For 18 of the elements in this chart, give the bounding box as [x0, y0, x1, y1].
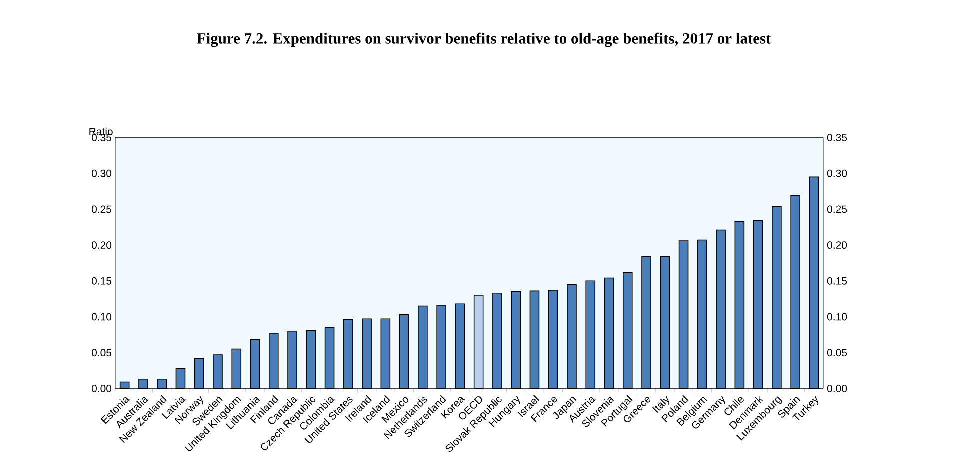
y-tick-label: 0.15 [92, 277, 112, 285]
chart-title: Figure 7.2. Expenditures on survivor benefits relative to old-age benefits, 2017 or latest [197, 32, 772, 48]
y-tick-label: 0.10 [92, 313, 112, 321]
y-tick-label: 0.25 [92, 206, 112, 214]
y-tick-label: 0.30 [92, 170, 112, 178]
y2-tick-label: 0.30 [827, 170, 848, 178]
y2-tick-label: 0.10 [827, 313, 848, 321]
y2-tick-label: 0.25 [827, 206, 848, 214]
y-tick-label: 0.20 [92, 242, 112, 250]
y2-tick-label: 0.00 [827, 385, 848, 392]
y-tick-label: 0.05 [92, 349, 112, 357]
y-axis-title: Ratio [90, 128, 113, 136]
y2-tick-label: 0.15 [827, 277, 848, 285]
y2-tick-label: 0.05 [827, 349, 848, 357]
y-tick-label: 0.35 [92, 134, 112, 142]
y2-tick-label: 0.20 [827, 242, 848, 250]
y2-tick-label: 0.35 [827, 134, 848, 142]
y-tick-label: 0.00 [92, 385, 112, 392]
